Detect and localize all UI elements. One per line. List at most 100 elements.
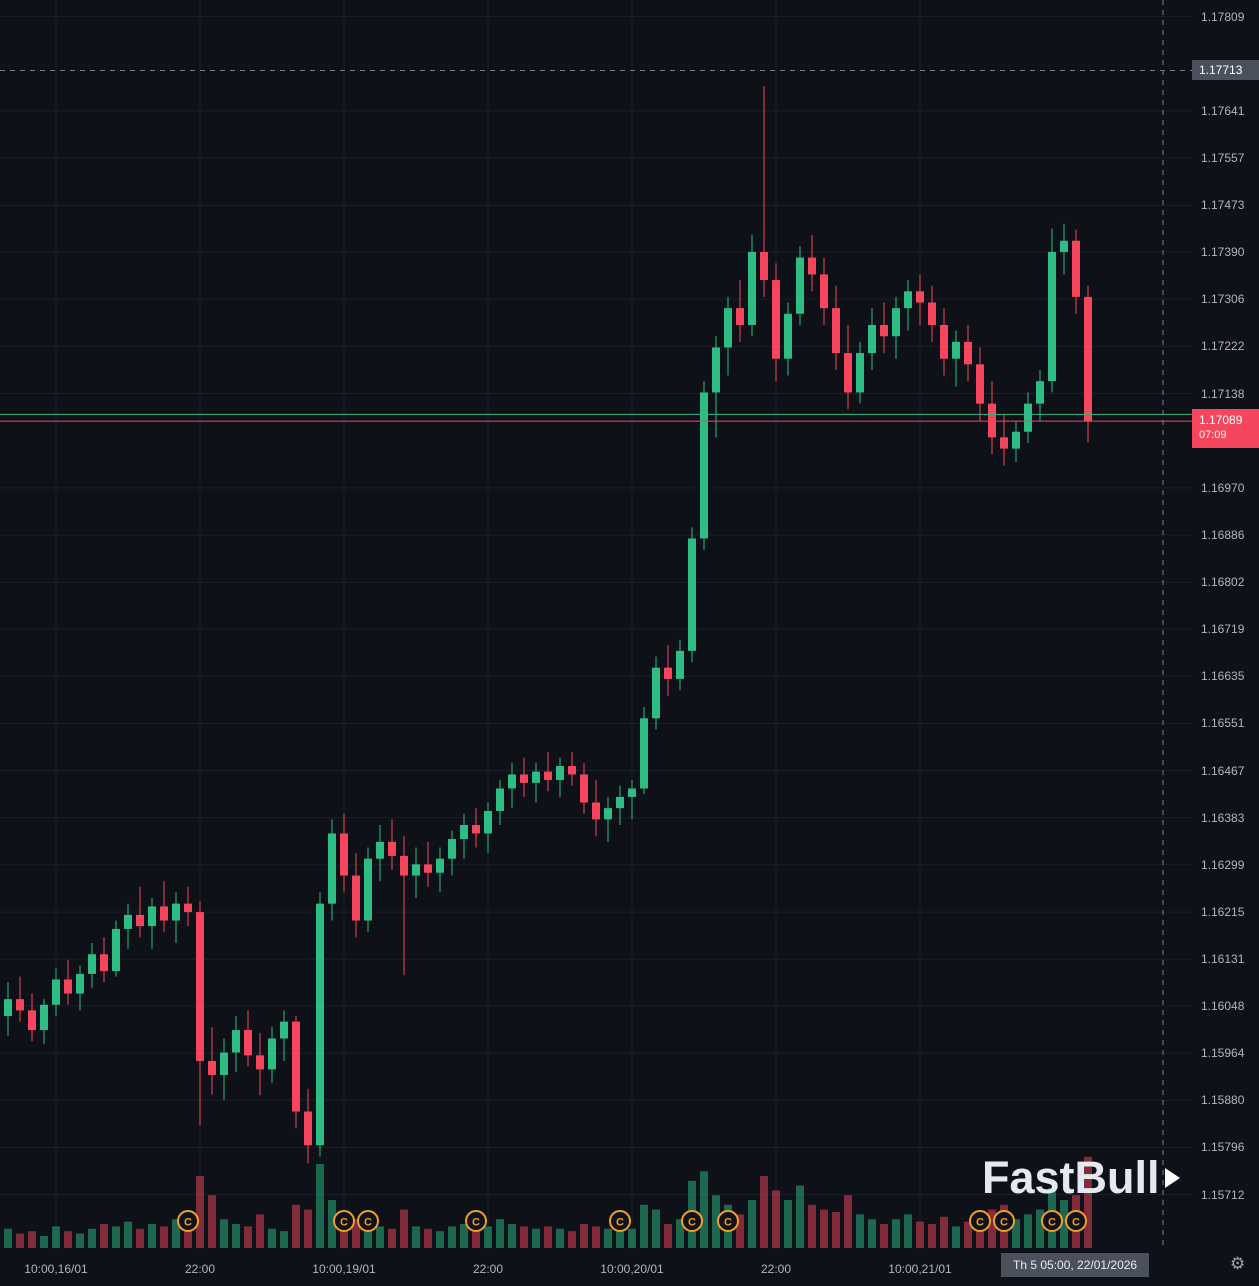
settings-icon[interactable]: ⚙: [1230, 1254, 1246, 1273]
calendar-event-marker[interactable]: [717, 1210, 739, 1232]
logo-text: FastBull: [982, 1152, 1160, 1203]
candle-body: [856, 353, 864, 393]
price-axis[interactable]: 1.17713 1.17089 07:09 1.17809 1.17641 1.17…: [1192, 0, 1259, 1250]
candle-body: [628, 788, 636, 797]
volume-bar: [1060, 1200, 1068, 1248]
price-tick-label: 1.16467: [1201, 763, 1245, 778]
volume-bar: [16, 1233, 24, 1248]
calendar-event-marker[interactable]: [465, 1210, 487, 1232]
volume-bar: [112, 1226, 120, 1248]
candle-body: [964, 341, 972, 365]
calendar-event-marker-label: C: [976, 1217, 984, 1229]
volume-bar: [400, 1209, 408, 1248]
candle-body: [124, 914, 132, 929]
candle-body: [256, 1055, 264, 1070]
volume-bar: [472, 1228, 480, 1248]
volume-bar: [544, 1226, 552, 1248]
price-tick-label: 1.16131: [1201, 952, 1245, 967]
calendar-event-marker[interactable]: [333, 1210, 355, 1232]
candle-body: [592, 802, 600, 820]
volume-bar: [148, 1224, 156, 1248]
candle-body: [64, 979, 72, 994]
candle-body: [688, 538, 696, 651]
volume-bar: [76, 1233, 84, 1248]
candle-body: [340, 833, 348, 876]
time-axis[interactable]: Th 5 05:00, 22/01/2026 10:00,16/01 22:00 1…: [0, 1250, 1259, 1286]
candle-body: [364, 858, 372, 921]
calendar-event-marker[interactable]: [993, 1210, 1015, 1232]
volume-bar: [208, 1195, 216, 1248]
time-tick-label: 10:00,16/01: [24, 1262, 88, 1276]
candle-body: [772, 280, 780, 359]
candle-body: [820, 274, 828, 309]
volume-bar: [988, 1209, 996, 1248]
price-tick-label: 1.17222: [1201, 339, 1245, 354]
price-tick-label: 1.16048: [1201, 998, 1245, 1013]
candle-body: [916, 291, 924, 303]
candle-body: [400, 855, 408, 876]
calendar-event-marker[interactable]: [681, 1210, 703, 1232]
volume-bar: [388, 1228, 396, 1248]
candle-body: [196, 912, 204, 1061]
candle-body: [1084, 296, 1092, 422]
volume-bar: [640, 1204, 648, 1248]
volume-bar: [508, 1224, 516, 1248]
candle-body: [16, 999, 24, 1011]
calendar-event-marker[interactable]: [1041, 1210, 1063, 1232]
volume-bar: [172, 1219, 180, 1248]
price-tick-label: 1.16383: [1201, 810, 1245, 825]
volume-bar: [568, 1231, 576, 1248]
volume-bar: [940, 1216, 948, 1248]
calendar-event-marker[interactable]: [969, 1210, 991, 1232]
candle-body: [808, 257, 816, 275]
candle-body: [40, 1004, 48, 1031]
calendar-event-marker[interactable]: [357, 1210, 379, 1232]
candle-body: [1024, 403, 1032, 432]
volume-bar: [580, 1224, 588, 1248]
candle-body: [520, 774, 528, 783]
volume-bar: [664, 1224, 672, 1248]
calendar-event-marker-label: C: [340, 1217, 348, 1229]
candle-body: [460, 825, 468, 840]
candle-body: [1072, 240, 1080, 297]
candle-body: [724, 308, 732, 348]
candles: [4, 86, 1092, 1164]
time-tick-label: 22:00: [760, 1262, 792, 1276]
candle-body: [4, 999, 12, 1017]
volume-bar: [592, 1226, 600, 1248]
candle-body: [616, 796, 624, 809]
time-tick-label: 10:00,20/01: [600, 1262, 664, 1276]
candle-body: [736, 308, 744, 325]
calendar-event-marker[interactable]: [609, 1210, 631, 1232]
price-tick-label: 1.17641: [1201, 103, 1245, 118]
candle-body: [940, 325, 948, 359]
volume-bar: [328, 1200, 336, 1248]
volume-bar: [40, 1236, 48, 1248]
volume-bar: [304, 1209, 312, 1248]
candle-body: [76, 973, 84, 994]
volume-bar: [952, 1226, 960, 1248]
calendar-event-marker[interactable]: [1065, 1210, 1087, 1232]
calendar-event-marker-label: C: [688, 1217, 696, 1229]
volume-bar: [880, 1224, 888, 1248]
volume-bar: [868, 1219, 876, 1248]
candle-body: [1048, 251, 1056, 382]
candle-body: [496, 788, 504, 811]
candle-body: [184, 903, 192, 913]
calendar-event-marker[interactable]: [177, 1210, 199, 1232]
time-tick-label: 22:00: [184, 1262, 216, 1276]
candle-body: [472, 825, 480, 834]
price-tick-label: 1.15964: [1201, 1046, 1245, 1061]
candle-body: [748, 251, 756, 325]
candle-body: [424, 864, 432, 873]
calendar-event-marker-label: C: [1048, 1217, 1056, 1229]
candle-body: [1060, 240, 1068, 252]
price-tick-label: 1.16802: [1201, 575, 1245, 590]
candle-body: [376, 841, 384, 859]
volume-bar: [628, 1228, 636, 1248]
volume-bar: [244, 1226, 252, 1248]
volume-bar: [88, 1228, 96, 1248]
candle-body: [148, 906, 156, 927]
